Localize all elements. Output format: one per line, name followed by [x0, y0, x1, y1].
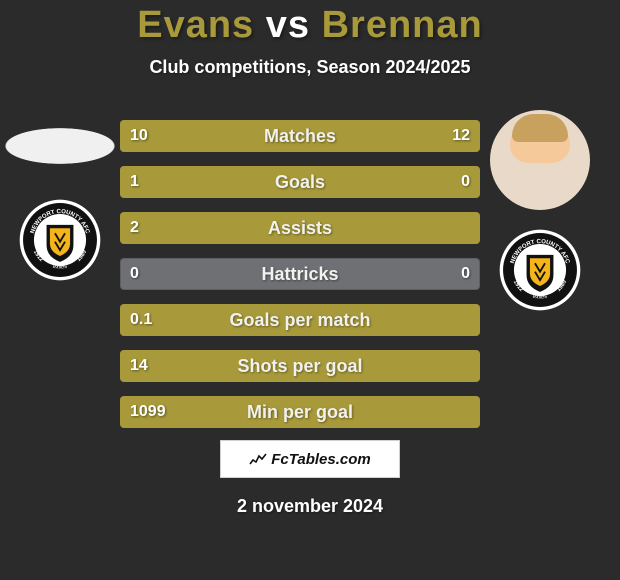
stat-label: Hattricks [120, 258, 480, 290]
comparison-card: Evans vs Brennan Club competitions, Seas… [0, 0, 620, 580]
stat-fill-left [120, 120, 282, 152]
left-column: NEWPORT COUNTY AFC 1912 exiles 1989 [0, 100, 120, 428]
stat-value-left: 0 [120, 258, 149, 290]
stat-row: Goals per match0.1 [120, 304, 480, 336]
stat-fill-left [120, 350, 480, 382]
stat-fill-left [120, 166, 480, 198]
player-right-name: Brennan [322, 4, 483, 46]
content-row: NEWPORT COUNTY AFC 1912 exiles 1989 Matc… [0, 100, 620, 428]
stat-fill-left [120, 304, 480, 336]
page-title: Evans vs Brennan [0, 0, 620, 47]
stat-row: Goals10 [120, 166, 480, 198]
site-attribution: FcTables.com [220, 440, 400, 478]
stat-row: Matches1012 [120, 120, 480, 152]
stat-row: Hattricks0 0 [120, 258, 480, 290]
stat-fill-left [120, 396, 480, 428]
stat-fill-left [120, 212, 480, 244]
vs-separator: vs [266, 4, 310, 46]
player-right-club-crest: NEWPORT COUNTY AFC 1912 exiles 1989 [498, 228, 582, 312]
player-left-club-crest: NEWPORT COUNTY AFC 1912 exiles 1989 [18, 198, 102, 282]
right-column: NEWPORT COUNTY AFC 1912 exiles 1989 [480, 100, 600, 428]
stat-row: Min per goal1099 [120, 396, 480, 428]
stat-bars: Matches1012 Goals10 Assists2 Hattricks0 0 Goa… [120, 100, 480, 428]
svg-text:exiles: exiles [532, 294, 548, 301]
player-left-name: Evans [137, 4, 254, 46]
subtitle: Club competitions, Season 2024/2025 [0, 57, 620, 78]
spark-icon [249, 452, 267, 466]
player-left-avatar [5, 110, 115, 180]
player-right-avatar [490, 110, 590, 210]
stat-row: Assists2 [120, 212, 480, 244]
site-name: FcTables.com [271, 451, 370, 468]
svg-text:exiles: exiles [52, 264, 68, 271]
stat-row: Shots per goal14 [120, 350, 480, 382]
stat-value-right: 0 [451, 258, 480, 290]
footer-date: 2 november 2024 [0, 496, 620, 517]
stat-fill-right [282, 120, 480, 152]
